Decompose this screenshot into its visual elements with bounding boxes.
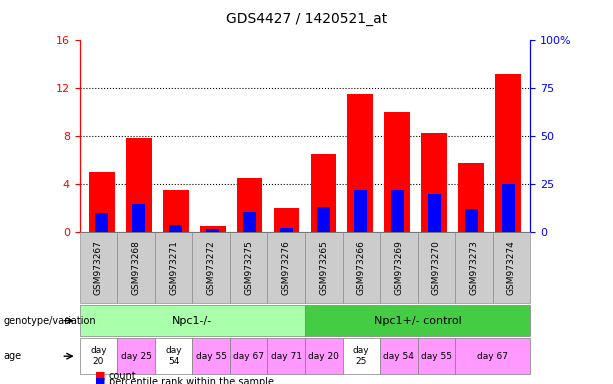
- Text: day 20: day 20: [308, 352, 339, 361]
- Text: GSM973268: GSM973268: [132, 240, 140, 295]
- Text: day 55: day 55: [196, 352, 227, 361]
- Bar: [459, 163, 484, 232]
- Bar: [311, 154, 337, 232]
- Text: ■: ■: [95, 371, 105, 381]
- Text: percentile rank within the sample: percentile rank within the sample: [109, 377, 273, 384]
- Bar: [317, 207, 330, 232]
- Bar: [428, 194, 441, 232]
- Text: GSM973265: GSM973265: [319, 240, 328, 295]
- Bar: [89, 172, 115, 232]
- Text: GDS4427 / 1420521_at: GDS4427 / 1420521_at: [226, 12, 387, 25]
- Text: GSM973270: GSM973270: [432, 240, 441, 295]
- Bar: [206, 230, 219, 232]
- Bar: [169, 225, 182, 232]
- Bar: [273, 208, 299, 232]
- Text: GSM973267: GSM973267: [94, 240, 103, 295]
- Text: Npc1+/- control: Npc1+/- control: [374, 316, 462, 326]
- Text: GSM973275: GSM973275: [244, 240, 253, 295]
- Bar: [126, 137, 151, 232]
- Text: GSM973273: GSM973273: [470, 240, 478, 295]
- Text: count: count: [109, 371, 136, 381]
- Text: GSM973272: GSM973272: [207, 240, 216, 295]
- Text: age: age: [3, 351, 21, 361]
- Bar: [243, 212, 256, 232]
- Bar: [391, 190, 404, 232]
- Bar: [501, 184, 514, 232]
- Bar: [465, 209, 478, 232]
- Text: day
20: day 20: [90, 346, 107, 366]
- Bar: [354, 190, 367, 232]
- Text: Npc1-/-: Npc1-/-: [172, 316, 213, 326]
- Text: day 67: day 67: [477, 352, 508, 361]
- Text: GSM973269: GSM973269: [394, 240, 403, 295]
- Bar: [348, 94, 373, 232]
- Text: day
25: day 25: [353, 346, 370, 366]
- Bar: [384, 112, 410, 232]
- Text: day 67: day 67: [233, 352, 264, 361]
- Bar: [237, 178, 262, 232]
- Text: GSM973271: GSM973271: [169, 240, 178, 295]
- Bar: [200, 226, 226, 232]
- Text: GSM973274: GSM973274: [507, 240, 516, 295]
- Bar: [96, 213, 109, 232]
- Text: GSM973276: GSM973276: [282, 240, 291, 295]
- Text: genotype/variation: genotype/variation: [3, 316, 96, 326]
- Text: GSM973266: GSM973266: [357, 240, 366, 295]
- Text: ■: ■: [95, 377, 105, 384]
- Text: day 54: day 54: [383, 352, 414, 361]
- Text: day 25: day 25: [121, 352, 151, 361]
- Bar: [163, 190, 189, 232]
- Text: day 71: day 71: [271, 352, 302, 361]
- Bar: [132, 204, 145, 232]
- Text: day 55: day 55: [421, 352, 452, 361]
- Text: day
54: day 54: [166, 346, 182, 366]
- Bar: [280, 227, 293, 232]
- Bar: [421, 133, 447, 232]
- Bar: [495, 74, 521, 232]
